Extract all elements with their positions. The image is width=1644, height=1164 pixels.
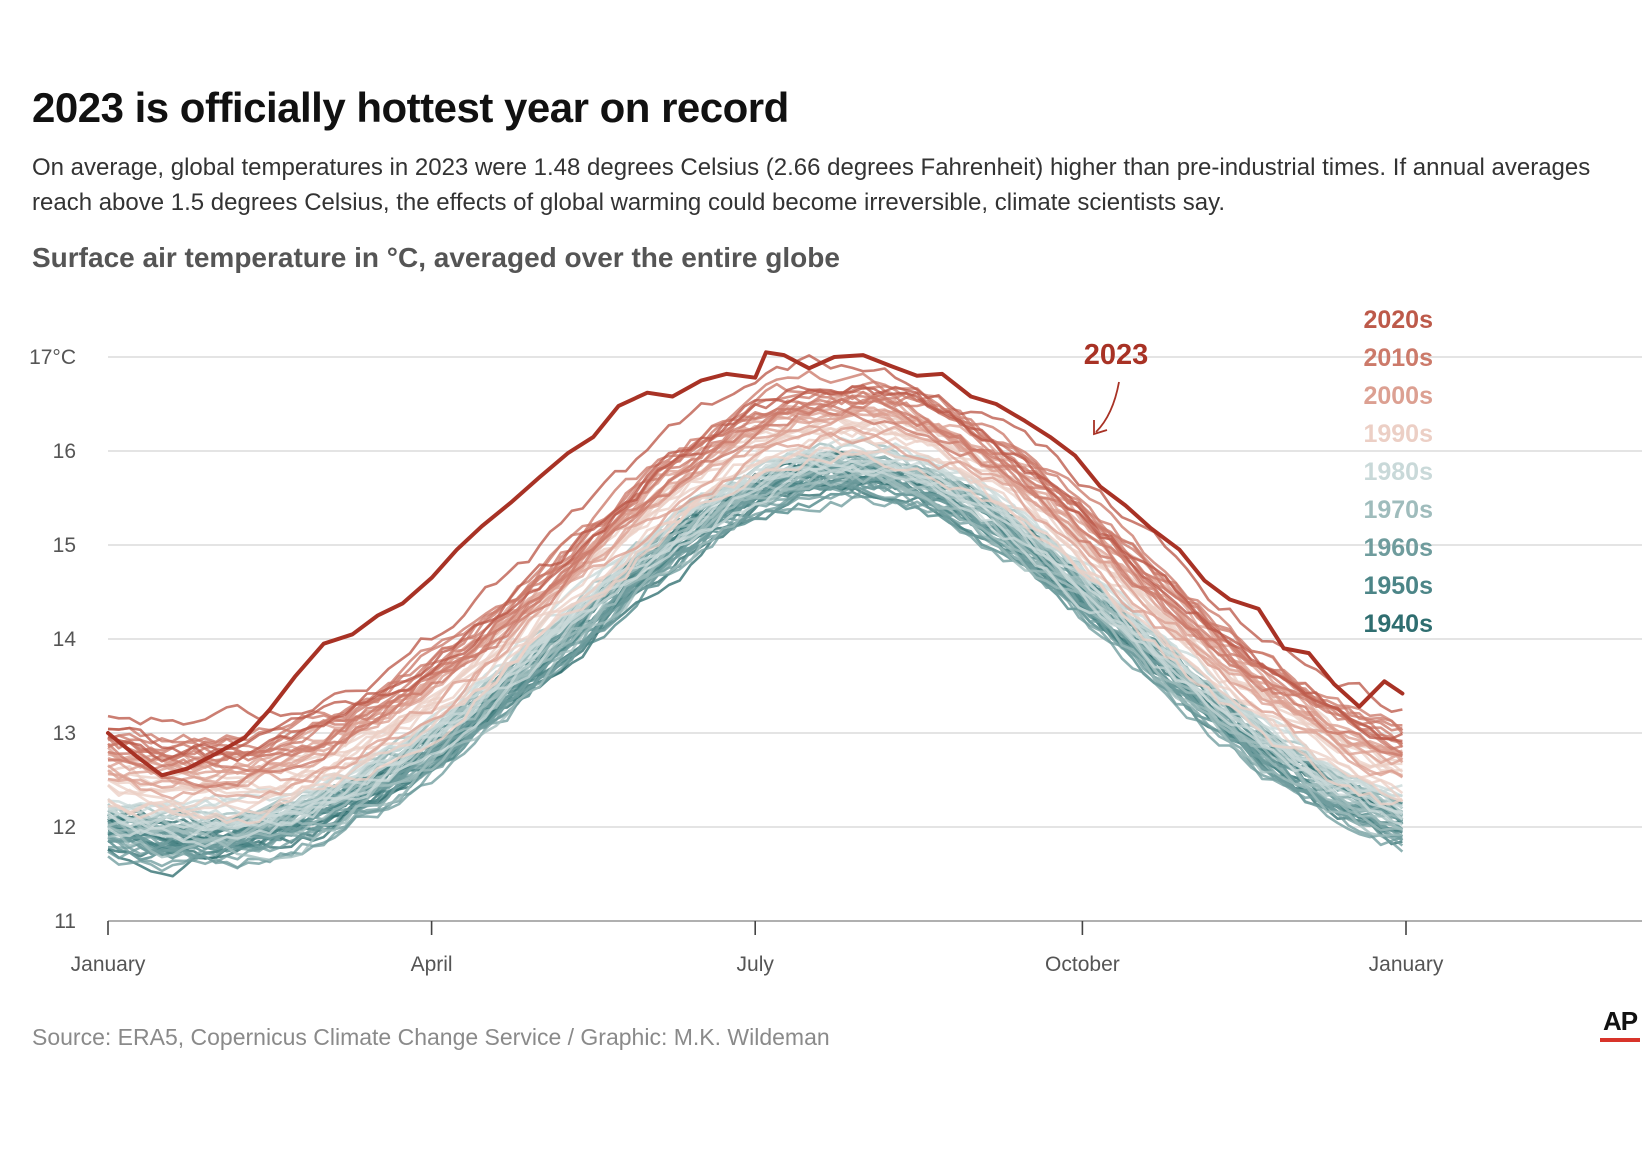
annotation-2023: 2023 — [1084, 339, 1149, 436]
axes: 11 12 13 14 15 16 17°C January April July October J… — [29, 346, 1642, 976]
y-tick-label: 13 — [53, 722, 76, 745]
y-tick-label: 12 — [53, 816, 76, 839]
x-tick-label: July — [737, 953, 775, 976]
series-line-1960s — [107, 483, 1404, 873]
annotation-arrowhead — [1093, 420, 1108, 436]
legend-item-2010s: 2010s — [1363, 344, 1433, 372]
x-tick-label: January — [71, 953, 146, 976]
legend-item-1970s: 1970s — [1363, 496, 1433, 524]
legend-item-1940s: 1940s — [1363, 610, 1433, 638]
chart-subtitle: On average, global temperatures in 2023 … — [32, 154, 1591, 216]
series-line-2010s — [107, 390, 1403, 758]
y-tick-label: 16 — [53, 440, 76, 463]
x-tick-label: January — [1369, 953, 1444, 976]
annotation-label-2023: 2023 — [1084, 339, 1149, 371]
ap-logo-bar — [1600, 1038, 1640, 1042]
series-line-1990s — [107, 435, 1403, 820]
y-tick-label: 17°C — [29, 346, 76, 369]
legend-item-2020s: 2020s — [1363, 306, 1433, 334]
series-line-1990s — [107, 426, 1404, 815]
y-tick-label: 11 — [54, 910, 76, 933]
legend-item-1990s: 1990s — [1363, 420, 1433, 448]
y-tick-label: 14 — [53, 628, 77, 651]
series-line-2023 — [106, 350, 1405, 778]
series-line-2000s — [107, 425, 1403, 800]
legend-item-1960s: 1960s — [1363, 534, 1433, 562]
series-line-2010s — [107, 395, 1403, 789]
series-line-2020s — [107, 384, 1403, 756]
legend-item-1980s: 1980s — [1363, 458, 1433, 486]
chart-heading: Surface air temperature in °C, averaged … — [32, 242, 840, 273]
series-line-1980s — [107, 458, 1403, 842]
y-tick-label: 15 — [53, 534, 76, 557]
x-tick-label: April — [411, 953, 453, 976]
series-line-1990s — [107, 417, 1403, 806]
legend-item-2000s: 2000s — [1363, 382, 1433, 410]
source-credit: Source: ERA5, Copernicus Climate Change … — [32, 1024, 830, 1050]
ap-logo: AP — [1600, 1007, 1640, 1042]
decade-series-lines — [107, 354, 1404, 878]
annotation-arrow — [1095, 381, 1120, 433]
series-line-1970s — [107, 473, 1403, 845]
series-line-1990s — [107, 448, 1403, 825]
series-line-2020s — [107, 354, 1403, 726]
ap-logo-text: AP — [1602, 1006, 1638, 1036]
series-line-2020s — [107, 386, 1403, 763]
x-tick-label: October — [1045, 953, 1120, 976]
legend: 2020s 2010s 2000s 1990s 1980s 1970s 1960s 1950s… — [1363, 306, 1433, 638]
series-line-2010s — [107, 403, 1403, 774]
chart-title: 2023 is officially hottest year on recor… — [32, 84, 789, 131]
legend-item-1950s: 1950s — [1363, 572, 1433, 600]
highlight-2023 — [106, 350, 1405, 778]
series-line-2000s — [107, 407, 1404, 790]
